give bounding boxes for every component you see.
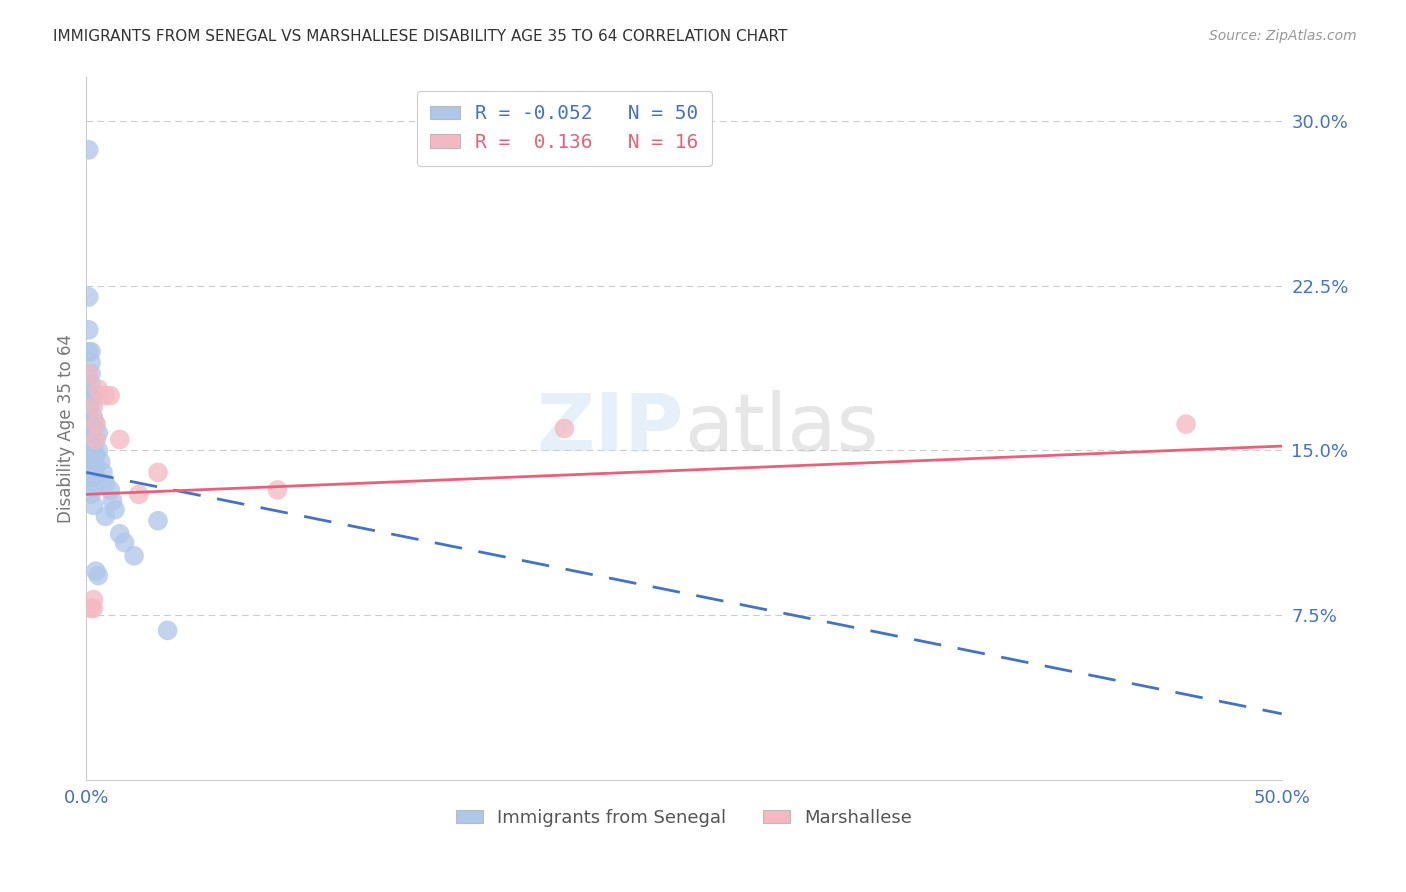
Point	[156, 624, 179, 638]
Point	[77, 290, 100, 304]
Text: IMMIGRANTS FROM SENEGAL VS MARSHALLESE DISABILITY AGE 35 TO 64 CORRELATION CHART: IMMIGRANTS FROM SENEGAL VS MARSHALLESE D…	[53, 29, 787, 44]
Point	[94, 389, 117, 403]
Point	[82, 400, 104, 414]
Point	[84, 433, 107, 447]
Point	[94, 509, 117, 524]
Point	[82, 421, 104, 435]
Point	[80, 389, 103, 403]
Point	[80, 344, 103, 359]
Point	[87, 568, 110, 582]
Point	[80, 443, 103, 458]
Point	[77, 323, 100, 337]
Point	[108, 526, 131, 541]
Point	[82, 481, 104, 495]
Point	[266, 483, 288, 497]
Point	[80, 367, 103, 381]
Point	[114, 535, 136, 549]
Point	[84, 470, 107, 484]
Point	[84, 417, 107, 431]
Point	[98, 483, 121, 497]
Point	[80, 377, 103, 392]
Point	[84, 433, 107, 447]
Point	[82, 466, 104, 480]
Y-axis label: Disability Age 35 to 64: Disability Age 35 to 64	[58, 334, 75, 523]
Point	[87, 425, 110, 440]
Point	[84, 564, 107, 578]
Point	[87, 382, 110, 396]
Point	[104, 502, 127, 516]
Legend: Immigrants from Senegal, Marshallese: Immigrants from Senegal, Marshallese	[449, 801, 920, 834]
Point	[84, 448, 107, 462]
Point	[77, 143, 100, 157]
Point	[82, 454, 104, 468]
Point	[128, 487, 150, 501]
Point	[80, 454, 103, 468]
Point	[553, 421, 575, 435]
Point	[90, 454, 112, 468]
Point	[77, 344, 100, 359]
Point	[87, 443, 110, 458]
Point	[108, 433, 131, 447]
Point	[146, 514, 169, 528]
Point	[80, 470, 103, 484]
Point	[77, 367, 100, 381]
Point	[80, 425, 103, 440]
Point	[82, 499, 104, 513]
Point	[80, 400, 103, 414]
Point	[101, 494, 124, 508]
Point	[122, 549, 145, 563]
Point	[94, 476, 117, 491]
Text: ZIP: ZIP	[537, 390, 683, 467]
Point	[80, 601, 103, 615]
Point	[80, 415, 103, 429]
Point	[80, 356, 103, 370]
Point	[84, 458, 107, 473]
Point	[91, 466, 114, 480]
Point	[77, 410, 100, 425]
Point	[82, 439, 104, 453]
Point	[84, 417, 107, 431]
Point	[77, 400, 100, 414]
Point	[77, 382, 100, 396]
Point	[82, 601, 104, 615]
Text: atlas: atlas	[683, 390, 879, 467]
Point	[82, 592, 104, 607]
Point	[82, 389, 104, 403]
Point	[146, 466, 169, 480]
Point	[80, 487, 103, 501]
Point	[77, 371, 100, 385]
Text: Source: ZipAtlas.com: Source: ZipAtlas.com	[1209, 29, 1357, 43]
Point	[98, 389, 121, 403]
Point	[77, 425, 100, 440]
Point	[1175, 417, 1198, 431]
Point	[82, 410, 104, 425]
